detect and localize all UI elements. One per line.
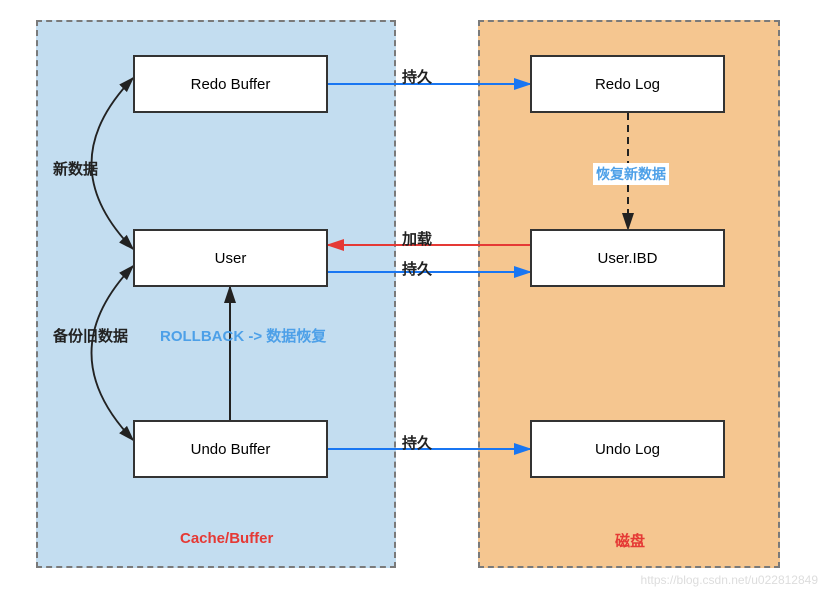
node-undo-log: Undo Log: [530, 420, 725, 478]
node-label: User: [215, 250, 247, 267]
watermark: https://blog.csdn.net/u022812849: [641, 573, 818, 587]
node-label: Undo Buffer: [191, 441, 271, 458]
node-user: User: [133, 229, 328, 287]
node-undo-buffer: Undo Buffer: [133, 420, 328, 478]
node-label: User.IBD: [597, 250, 657, 267]
edge-label-persist-1: 持久: [402, 66, 432, 87]
edge-label-load: 加载: [402, 228, 432, 249]
curve-label-new-data: 新数据: [53, 158, 98, 179]
edge-label-rollback: ROLLBACK -> 数据恢复: [160, 325, 326, 346]
container-title-disk: 磁盘: [615, 530, 645, 551]
node-label: Redo Buffer: [191, 76, 271, 93]
curve-label-backup-old: 备份旧数据: [53, 325, 128, 346]
container-title-cache: Cache/Buffer: [180, 530, 273, 547]
edge-label-persist-2: 持久: [402, 258, 432, 279]
node-user-ibd: User.IBD: [530, 229, 725, 287]
edge-label-recover-new: 恢复新数据: [593, 163, 669, 185]
node-redo-buffer: Redo Buffer: [133, 55, 328, 113]
edge-label-persist-3: 持久: [402, 432, 432, 453]
node-label: Redo Log: [595, 76, 660, 93]
node-label: Undo Log: [595, 441, 660, 458]
node-redo-log: Redo Log: [530, 55, 725, 113]
